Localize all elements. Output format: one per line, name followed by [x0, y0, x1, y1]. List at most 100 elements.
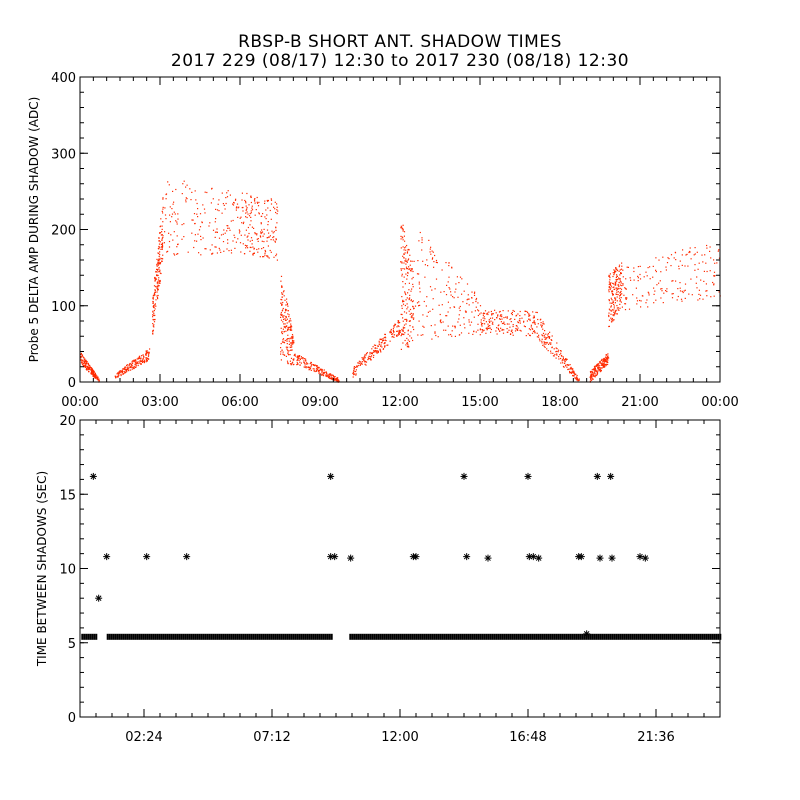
data-point	[95, 375, 97, 377]
data-point	[653, 293, 655, 295]
data-point	[514, 330, 517, 332]
x-tick-label: 02:24	[125, 730, 162, 745]
data-point	[503, 329, 505, 331]
data-point	[511, 311, 513, 314]
data-point	[513, 633, 516, 640]
data-point	[533, 321, 535, 323]
data-point	[605, 363, 607, 365]
data-point	[186, 633, 189, 640]
data-point	[401, 307, 403, 309]
data-point	[427, 633, 430, 640]
data-point	[620, 297, 622, 299]
data-point	[417, 260, 419, 262]
data-point	[550, 343, 552, 345]
data-point	[495, 312, 497, 314]
data-point	[157, 259, 159, 261]
data-point	[620, 290, 622, 292]
data-point	[120, 374, 122, 377]
data-point	[275, 226, 277, 228]
data-point	[165, 218, 167, 220]
data-point	[355, 373, 357, 375]
data-point	[256, 201, 258, 203]
data-point	[402, 299, 404, 301]
data-point	[159, 232, 161, 234]
data-point	[336, 378, 338, 380]
data-point	[577, 553, 585, 561]
data-point	[576, 376, 578, 378]
data-point	[426, 315, 428, 317]
data-point	[448, 262, 450, 264]
data-point	[572, 375, 575, 377]
data-point	[427, 265, 429, 267]
data-point	[264, 252, 266, 254]
data-point	[270, 218, 272, 220]
data-point	[441, 269, 443, 271]
data-point	[611, 633, 614, 640]
data-point	[177, 218, 179, 220]
data-point	[270, 203, 273, 205]
data-point	[364, 355, 366, 357]
data-point	[609, 279, 611, 281]
data-point	[665, 290, 667, 292]
data-point	[543, 345, 545, 347]
data-point	[335, 378, 337, 380]
data-point	[615, 279, 617, 281]
data-point	[250, 237, 253, 239]
data-point	[403, 276, 405, 278]
data-point	[612, 319, 614, 321]
data-point	[158, 243, 161, 245]
data-point	[268, 232, 270, 234]
data-point	[556, 350, 558, 352]
data-point	[606, 360, 608, 362]
data-point	[671, 280, 673, 282]
data-point	[283, 354, 285, 356]
data-point	[438, 304, 440, 306]
data-point	[280, 316, 282, 318]
data-point	[503, 321, 505, 323]
data-point	[681, 300, 683, 302]
data-point	[454, 327, 456, 329]
data-point	[445, 633, 448, 640]
data-point	[162, 258, 164, 260]
data-point	[517, 322, 520, 324]
data-point	[130, 633, 133, 640]
data-point	[485, 332, 487, 334]
data-point	[685, 633, 688, 640]
data-point	[647, 306, 649, 308]
data-point	[615, 293, 617, 295]
data-point	[398, 332, 400, 334]
data-point	[595, 633, 598, 640]
data-point	[408, 282, 410, 284]
data-point	[541, 342, 543, 344]
data-point	[667, 257, 669, 259]
data-point	[479, 334, 481, 336]
data-point	[406, 308, 408, 310]
data-point	[619, 291, 622, 293]
data-point	[83, 366, 85, 368]
data-point	[626, 297, 628, 299]
data-point	[185, 201, 187, 203]
data-point	[283, 323, 285, 325]
data-point	[322, 375, 325, 377]
data-point	[333, 377, 335, 379]
data-point	[517, 321, 519, 323]
data-point	[491, 313, 493, 315]
data-point	[554, 353, 556, 356]
asterisk-stroke	[103, 553, 110, 560]
data-point	[543, 342, 546, 344]
data-point	[418, 301, 420, 303]
data-point	[555, 347, 557, 349]
data-point	[612, 320, 614, 322]
data-point	[561, 359, 564, 361]
asterisk-stroke	[485, 555, 491, 561]
data-point	[533, 316, 535, 318]
data-point	[605, 358, 607, 360]
data-point	[616, 300, 618, 302]
data-point	[135, 366, 137, 368]
data-point	[475, 306, 477, 308]
data-point	[161, 244, 163, 246]
data-point	[296, 364, 298, 366]
data-point	[379, 349, 381, 351]
data-point	[609, 309, 611, 311]
data-point	[401, 296, 403, 298]
